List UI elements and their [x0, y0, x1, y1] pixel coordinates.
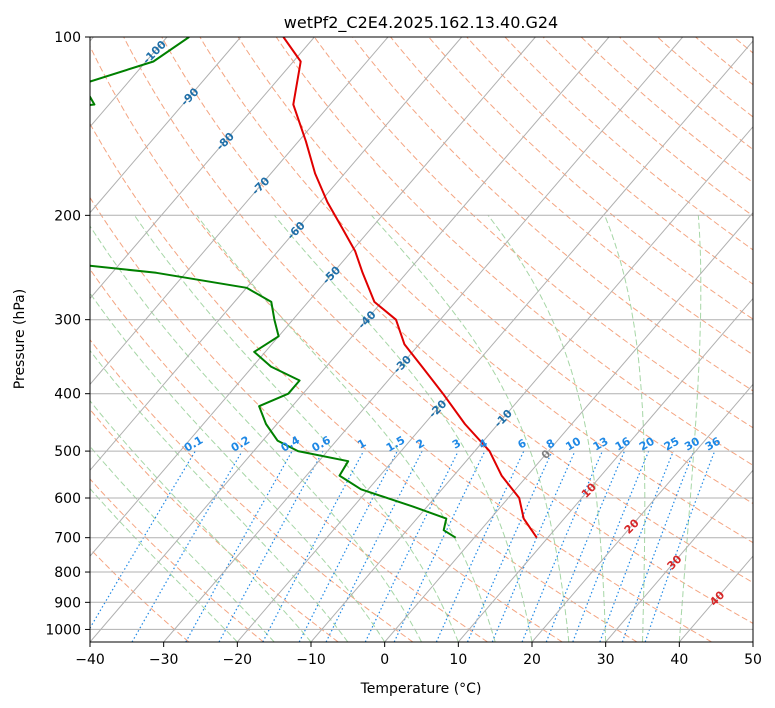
mixing-ratio-line: [218, 450, 324, 642]
isotherm-line: [605, 469, 753, 642]
dry-adiabat-line: [90, 122, 638, 642]
x-tick-label: −40: [75, 652, 105, 668]
x-tick-label: 30: [597, 652, 615, 668]
y-axis-ticks: 100 200 300 400 500 600 700 800 900 1000: [45, 30, 90, 638]
dry-adiabat-line: [90, 408, 339, 642]
dry-adiabat-line: [123, 37, 753, 624]
x-tick-label: −10: [296, 652, 326, 668]
isotherm-line: [90, 37, 389, 386]
mixing-ratio-line: [131, 450, 243, 642]
dewpoint-profile-line: [90, 37, 457, 539]
dry-adiabat-line: [90, 45, 712, 642]
sounding-profiles: [90, 37, 538, 539]
y-axis-title: Pressure (hPa): [12, 289, 28, 389]
moist-adiabat-line: [90, 292, 386, 642]
moist-adiabat-line: [90, 487, 238, 642]
moist-adiabat-line: [196, 215, 496, 642]
plot-background: [90, 37, 753, 642]
mixing-ratio-line: [364, 450, 459, 642]
y-tick-label: 600: [54, 491, 81, 507]
x-tick-label: 10: [449, 652, 467, 668]
y-tick-label: 1000: [45, 622, 81, 638]
x-tick-label: −20: [223, 652, 253, 668]
dry-adiabat-line: [466, 37, 753, 285]
temperature-profile-line: [282, 37, 538, 539]
x-tick-label: 20: [523, 652, 541, 668]
moist-adiabat-line: [604, 215, 646, 642]
y-tick-label: 200: [54, 208, 81, 224]
dry-adiabats: [90, 37, 753, 642]
mixing-ratio-line: [644, 450, 716, 642]
dry-adiabat-line: [504, 37, 753, 251]
mixing-ratio-line: [90, 450, 196, 630]
y-tick-label: 300: [54, 313, 81, 329]
x-tick-label: −30: [149, 652, 179, 668]
chart-title: wetPf2_C2E4.2025.162.13.40.G24: [284, 13, 558, 33]
x-tick-label: 0: [380, 652, 389, 668]
isotherm-line: [457, 297, 753, 642]
y-tick-label: 100: [54, 30, 81, 46]
isotherm-line: [236, 40, 753, 642]
isotherm-line: [90, 37, 463, 472]
isotherm-grid: [90, 37, 753, 642]
y-tick-label: 900: [54, 595, 81, 611]
dry-adiabat-line: [542, 37, 753, 217]
moist-adiabats: [90, 214, 702, 642]
mixing-ratio-line: [521, 450, 603, 642]
mixing-ratio-line: [435, 450, 525, 642]
x-tick-label: 40: [670, 652, 688, 668]
isotherm-line: [531, 383, 753, 642]
y-tick-label: 700: [54, 531, 81, 547]
y-tick-label: 400: [54, 387, 81, 403]
mixing-ratio-line: [185, 450, 293, 642]
moist-adiabat-line: [90, 349, 349, 642]
isobar-grid: [90, 37, 753, 630]
plot-frame: [89, 36, 754, 643]
y-tick-label: 500: [54, 444, 81, 460]
isotherm-line: [90, 37, 242, 214]
mixing-ratio-lines: [90, 450, 716, 642]
isotherm-line: [384, 211, 753, 642]
dry-adiabat-line: [313, 37, 753, 429]
isotherm-line: [90, 37, 610, 642]
isotherm-line: [90, 37, 536, 557]
dry-adiabat-line: [90, 338, 414, 642]
mixing-ratio-line: [393, 450, 486, 642]
isotherm-line: [163, 37, 684, 642]
moist-adiabat-line: [678, 215, 702, 642]
dry-adiabat-line: [90, 268, 488, 642]
moist-adiabat-line: [371, 214, 570, 642]
x-tick-label: 50: [744, 652, 762, 668]
moist-adiabat-line: [90, 400, 312, 642]
dry-adiabat-line: [161, 37, 753, 584]
x-axis-ticks: −40 −30 −20 −10 0 10 20 30 40 50: [75, 642, 762, 668]
isotherm-line: [310, 125, 753, 642]
isotherm-line: [90, 37, 315, 300]
moist-adiabat-line: [90, 225, 422, 642]
y-tick-label: 800: [54, 565, 81, 581]
mixing-ratio-line: [491, 450, 576, 642]
isotherm-line: [752, 641, 753, 642]
dry-adiabat-line: [428, 37, 753, 320]
x-axis-title: Temperature (°C): [360, 681, 482, 697]
moist-adiabat-line: [274, 214, 533, 642]
dry-adiabat-line: [352, 37, 753, 392]
mixing-ratio-line: [466, 450, 553, 642]
moist-adiabat-line: [487, 215, 607, 642]
dry-adiabat-line: [199, 37, 753, 544]
dry-adiabat-line: [237, 37, 753, 505]
dry-adiabat-line: [390, 37, 753, 356]
